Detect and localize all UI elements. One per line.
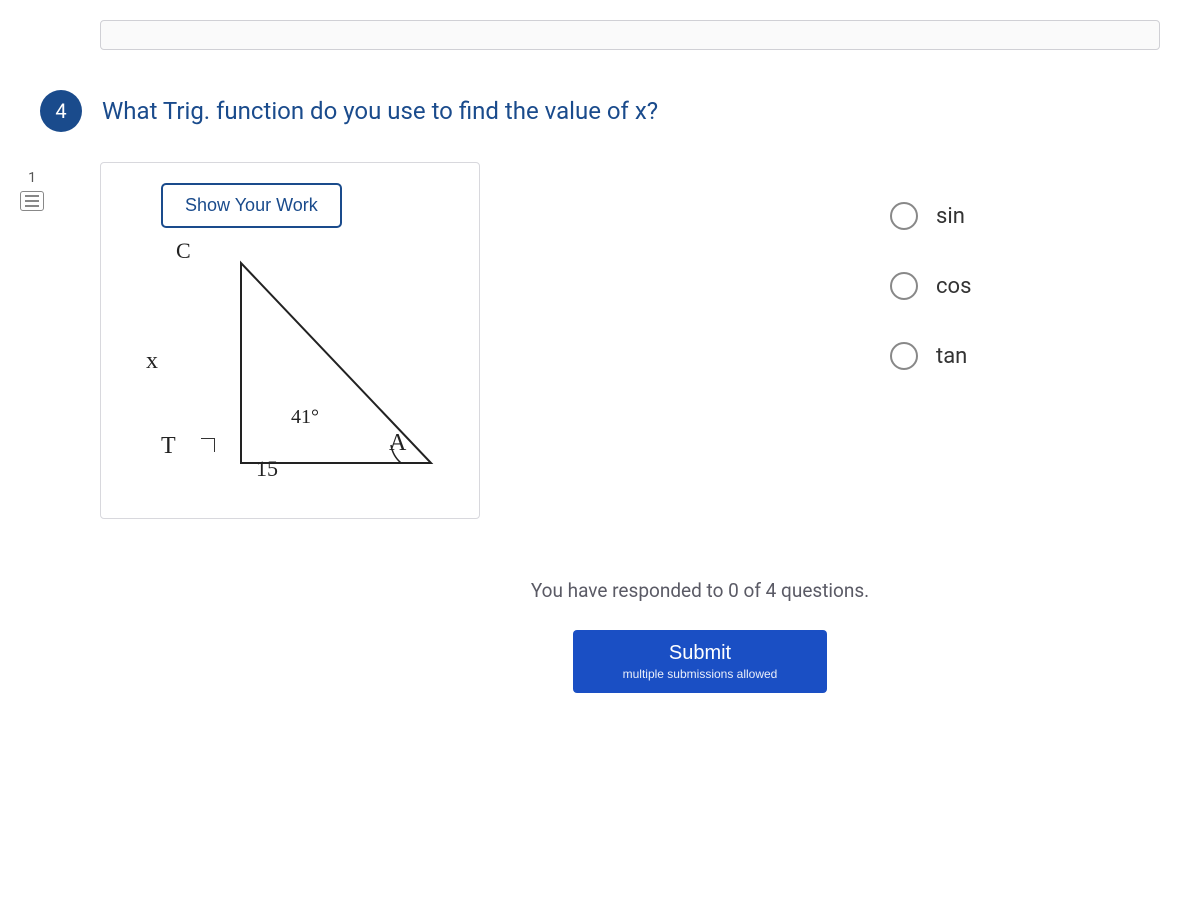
radio-label: sin <box>936 204 965 229</box>
radio-option-cos[interactable]: cos <box>890 272 1160 300</box>
angle-label: 41° <box>291 406 319 429</box>
triangle-svg <box>171 248 451 488</box>
top-field-box <box>100 20 1160 50</box>
sidebar-count: 1 <box>28 170 36 186</box>
sidebar-indicator: 1 <box>20 170 44 211</box>
side-label-x: x <box>146 348 158 375</box>
footer-area: You have responded to 0 of 4 questions. … <box>40 579 1160 693</box>
question-text: What Trig. function do you use to find t… <box>102 97 658 125</box>
submit-button[interactable]: Submit multiple submissions allowed <box>573 630 828 693</box>
question-number: 4 <box>55 99 66 123</box>
comments-icon[interactable] <box>20 191 44 211</box>
side-label-base: 15 <box>256 456 278 482</box>
radio-circle-icon <box>890 342 918 370</box>
submit-main-label: Submit <box>623 642 778 665</box>
vertex-label-t: T <box>161 433 176 460</box>
answers-panel: sin cos tan <box>510 162 1160 412</box>
radio-circle-icon <box>890 272 918 300</box>
triangle-diagram: C x T 41° A 15 <box>121 238 421 498</box>
radio-label: cos <box>936 274 971 299</box>
question-number-badge: 4 <box>40 90 82 132</box>
work-panel: Show Your Work C x T 41° A 15 <box>100 162 480 519</box>
page-container: 4 What Trig. function do you use to find… <box>0 0 1200 900</box>
radio-label: tan <box>936 344 967 369</box>
progress-text: You have responded to 0 of 4 questions. <box>240 579 1160 602</box>
radio-option-sin[interactable]: sin <box>890 202 1160 230</box>
radio-option-tan[interactable]: tan <box>890 342 1160 370</box>
radio-circle-icon <box>890 202 918 230</box>
vertex-label-c: C <box>176 238 191 264</box>
show-your-work-button[interactable]: Show Your Work <box>161 183 342 228</box>
vertex-label-a: A <box>389 430 406 457</box>
question-header: 4 What Trig. function do you use to find… <box>40 90 1160 132</box>
question-body: Show Your Work C x T 41° A 15 sin <box>100 162 1160 519</box>
right-angle-marker <box>201 438 215 452</box>
submit-sub-label: multiple submissions allowed <box>623 667 778 681</box>
